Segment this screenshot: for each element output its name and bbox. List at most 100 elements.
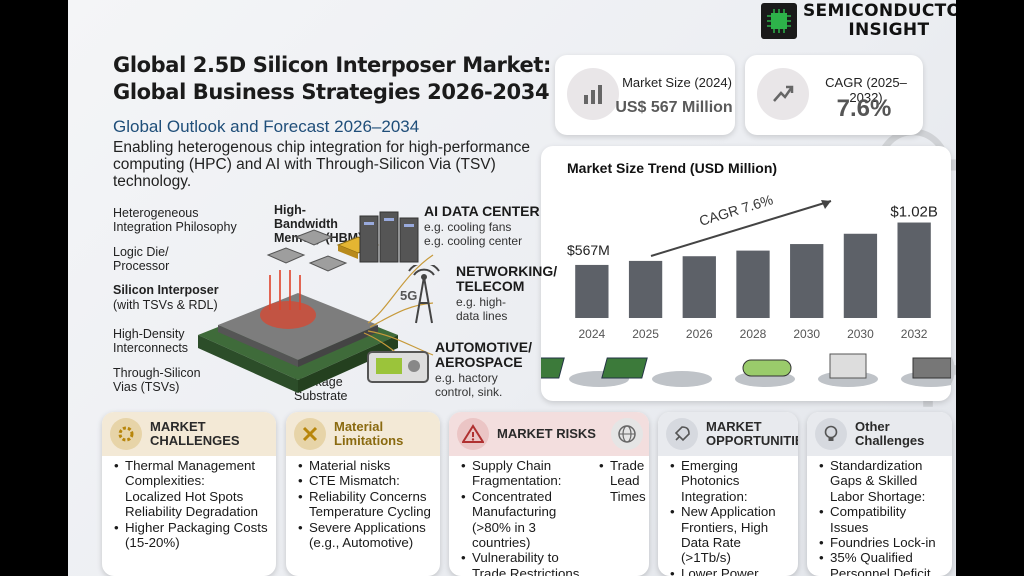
globe-icon [611,418,643,450]
cagr-arrow-head-icon [821,200,831,209]
list-item: Concentrated Manufacturing (>80% in 3 co… [461,489,593,551]
rocket-icon [666,418,698,450]
chart-cagr-annotation: CAGR 7.6% [697,191,775,229]
device-icon [829,353,867,379]
panel-title: Other Challenges [855,419,925,448]
brand-name-line2: INSIGHT [848,20,930,40]
label-tsv: Through-Silicon Vias (TSVs) [113,366,201,394]
list-item-side: Trade Lead Times [599,458,646,504]
cell-tower-icon [408,265,440,324]
list-item: Compatibility Issues [819,504,946,535]
control-unit-icon [367,351,429,383]
label-hetero: Heterogeneous Integration Philosophy [113,206,237,234]
sector-net-title1: NETWORKING/ [456,263,558,279]
label-interconnects: High-Density Interconnects [113,327,189,355]
chart-title: Market Size Trend (USD Million) [567,160,778,176]
bar-chart-icon [567,68,619,120]
sector-auto-title2: AEROSPACE [435,354,523,370]
panel-market-risks: MARKET RISKS Supply Chain Fragmentation:… [449,412,649,576]
pcb-board-icon-shadow [652,371,712,387]
title-line-1: Global 2.5D Silicon Interposer Market: [113,53,551,77]
sector-ai-sub1: e.g. cooling fans [424,220,512,234]
market-size-value: US$ 567 Million [615,99,733,116]
sector-ai-title: AI DATA CENTER [424,203,540,219]
market-size-card: Market Size (2024) US$ 567 Million [555,55,735,135]
market-trend-card: Market Size Trend (USD Million) 2024 2025… [541,146,951,401]
sector-net-sub2: data lines [456,309,508,323]
interposer-diagram [198,229,434,393]
panel-other-challenges: Other Challenges Standardization Gaps & … [807,412,952,576]
car-icon [742,359,792,377]
page-title: Global 2.5D Silicon Interposer Market: G… [113,52,553,106]
panel-title: MARKET CHALLENGES [150,419,240,448]
brand-logo: SEMICONDUCTOR INSIGHT [761,2,956,40]
chart-bar [628,260,663,318]
list-item: New Application Frontiers, High Data Rat… [670,504,792,566]
gears-icon [110,418,142,450]
list-item: Higher Packaging Costs (15-20%) [114,520,270,551]
chart-bar [736,250,770,318]
list-item: Material nisks [298,458,434,474]
list-item: Localized Hot Spots Reliability Degradat… [125,488,259,520]
pcb-board-icon [601,357,648,379]
cagr-label: CAGR (2025–2032) [825,75,907,105]
list-item: CTE Mismatch: [298,473,434,489]
chart-bar [790,244,824,318]
panel-title: Material Limitations [334,419,404,448]
list-item: Severe Applications (e.g., Automotive) [298,520,434,551]
sector-auto-title1: AUTOMOTIVE/ [435,339,532,355]
list-item: Standardization Gaps & Skilled Labor Sho… [819,458,946,504]
list-item: Supply Chain Fragmentation: [461,458,593,489]
list-item: Reliability Concerns Temperature Cycling [298,489,434,520]
sector-net-title2: TELECOM [456,278,525,294]
chart-data-label-last: $1.02B [890,204,938,221]
chart-tick-label: 2032 [901,327,928,341]
panel-market-opportunities: MARKET OPPORTUNITIES Emerging Photonics … [658,412,798,576]
chart-bar [682,256,716,318]
list-item: Thermal Management Complexities: [114,458,270,489]
chart-tick-label: 2025 [632,327,659,341]
cagr-arrow-line [650,200,832,257]
page-subtitle: Global Outlook and Forecast 2026–2034 [113,117,420,136]
sector-auto-sub1: e.g. hactory [435,371,498,385]
cagr-value: 7.6% [836,95,892,122]
chart-data-label-first: $567M [567,242,610,258]
chart-tick-label: 2030 [793,327,820,341]
chart-bar [575,264,609,318]
badge-5g: 5G [400,288,418,303]
chip-logo-icon [761,3,797,39]
label-logic-die: Logic Die/ Processor [113,245,170,273]
cagr-card: CAGR (2025–2032) 7.6% [745,55,923,135]
bar-chart: 2024 2025 2026 2028 2030 2030 2032 $567M $1.02B C… [541,191,951,387]
label-interposer-sub: (with TSVs & RDL) [113,298,218,312]
pcb-board-icon [541,357,565,379]
title-line-2: Global Business Strategies 2026-2034 [113,80,550,104]
page-description: Enabling heterogenous chip integration f… [113,139,531,190]
sector-net-sub1: e.g. high- [456,295,507,309]
panel-material-limitations: Material Limitations Material nisks CTE … [286,412,440,576]
panel-title: MARKET RISKS [497,426,596,441]
infographic-canvas: SEMICONDUCTOR INSIGHT Global 2.5D Silico… [68,0,956,576]
panel-title: MARKET OPPORTUNITIES [706,419,798,448]
lightbulb-icon [815,418,847,450]
list-item: Emerging Photonics Integration: [670,458,792,504]
panel-market-challenges: MARKET CHALLENGES Thermal Management Com… [102,412,276,576]
chart-bar [897,222,931,318]
factory-icon [912,357,951,379]
chart-tick-label: 2030 [847,327,874,341]
list-item: Vulnerability to Trade Restrictions [461,550,593,576]
trend-up-icon [757,68,809,120]
chart-bar [843,233,878,318]
list-item: Lower Power Consumption [670,566,792,576]
market-size-label: Market Size (2024) [622,75,732,90]
chart-tick-label: 2024 [579,327,606,341]
tools-icon [294,418,326,450]
chart-tick-label: 2028 [740,327,767,341]
brand-name-line1: SEMICONDUCTOR [803,1,956,21]
server-rack-icon [359,211,419,263]
label-interposer: Silicon Interposer [113,283,219,297]
list-item: Foundries Lock-in [819,535,946,551]
warning-icon [457,418,489,450]
list-item: 35% Qualified Personnel Deficit [819,550,946,576]
sector-auto-sub2: control, sink. [435,385,503,399]
